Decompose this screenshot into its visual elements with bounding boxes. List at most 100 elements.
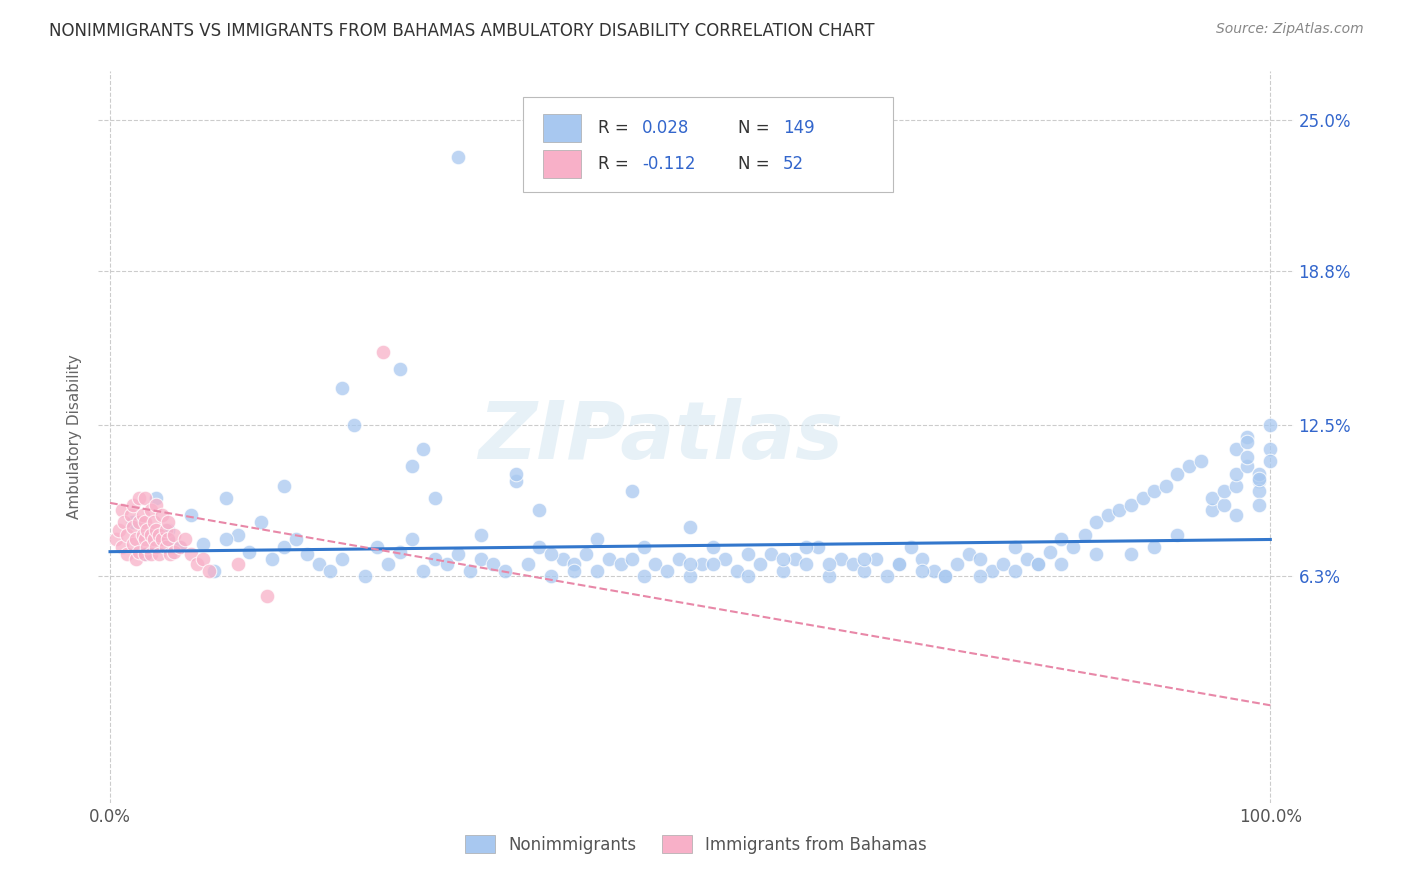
Text: N =: N =: [738, 155, 775, 173]
Point: [1119, 547, 1142, 561]
Point: [250, 516, 273, 530]
Point: [401, 459, 423, 474]
Bar: [543, 151, 581, 178]
Point: [690, 557, 713, 571]
Point: [470, 552, 492, 566]
Point: [783, 552, 806, 566]
Point: [1026, 557, 1049, 571]
Point: [529, 540, 551, 554]
Point: [644, 557, 666, 571]
Point: [1236, 430, 1258, 444]
Point: [447, 547, 470, 561]
Point: [145, 540, 167, 554]
Point: [134, 516, 156, 530]
Point: [401, 533, 423, 547]
Point: [371, 344, 394, 359]
Text: NONIMMIGRANTS VS IMMIGRANTS FROM BAHAMAS AMBULATORY DISABILITY CORRELATION CHART: NONIMMIGRANTS VS IMMIGRANTS FROM BAHAMAS…: [49, 22, 875, 40]
Point: [761, 547, 783, 561]
Point: [226, 557, 249, 571]
Point: [1178, 459, 1201, 474]
Point: [122, 516, 145, 530]
Point: [389, 361, 412, 376]
Point: [702, 540, 724, 554]
Point: [108, 523, 131, 537]
Point: [876, 569, 898, 583]
Point: [946, 557, 969, 571]
Text: R =: R =: [598, 155, 634, 173]
Point: [273, 479, 295, 493]
Point: [1085, 547, 1108, 561]
Point: [308, 557, 330, 571]
Point: [159, 547, 181, 561]
Point: [122, 520, 145, 534]
Point: [609, 557, 631, 571]
Point: [423, 552, 446, 566]
Point: [122, 499, 145, 513]
Point: [714, 552, 737, 566]
Point: [562, 564, 585, 578]
Point: [1039, 544, 1062, 558]
Point: [1247, 499, 1270, 513]
Point: [134, 533, 156, 547]
Point: [1247, 474, 1270, 488]
Point: [679, 557, 702, 571]
Point: [297, 547, 319, 561]
Text: -0.112: -0.112: [643, 155, 696, 173]
Point: [215, 533, 238, 547]
Point: [1108, 503, 1130, 517]
Point: [1015, 552, 1038, 566]
Point: [830, 552, 852, 566]
Point: [389, 544, 412, 558]
Point: [143, 533, 166, 547]
Point: [598, 552, 620, 566]
Point: [1026, 557, 1049, 571]
Point: [1225, 508, 1247, 522]
Point: [1258, 417, 1281, 432]
Point: [191, 537, 214, 551]
Point: [993, 557, 1015, 571]
Point: [155, 523, 177, 537]
Point: [540, 569, 562, 583]
Point: [136, 540, 159, 554]
Point: [633, 569, 655, 583]
Point: [122, 537, 145, 551]
Point: [155, 540, 177, 554]
Point: [139, 527, 162, 541]
Point: [633, 540, 655, 554]
Point: [1004, 540, 1026, 554]
Point: [1073, 527, 1095, 541]
Point: [586, 564, 609, 578]
Point: [1050, 557, 1073, 571]
Point: [516, 557, 538, 571]
Point: [117, 547, 139, 561]
Point: [725, 564, 748, 578]
Point: [1154, 479, 1177, 493]
Point: [621, 552, 644, 566]
Text: 52: 52: [783, 155, 804, 173]
Legend: Nonimmigrants, Immigrants from Bahamas: Nonimmigrants, Immigrants from Bahamas: [458, 829, 934, 860]
Point: [1050, 533, 1073, 547]
Point: [818, 557, 841, 571]
Point: [1143, 540, 1166, 554]
Point: [124, 552, 146, 566]
Text: Source: ZipAtlas.com: Source: ZipAtlas.com: [1216, 22, 1364, 37]
Point: [191, 552, 214, 566]
Point: [157, 533, 180, 547]
Point: [887, 557, 910, 571]
Point: [1085, 516, 1108, 530]
Point: [853, 552, 876, 566]
Point: [1225, 442, 1247, 457]
Point: [794, 540, 817, 554]
Point: [145, 523, 167, 537]
Point: [1132, 491, 1154, 505]
Point: [1097, 508, 1119, 522]
Point: [853, 564, 876, 578]
Point: [197, 564, 219, 578]
Point: [575, 547, 598, 561]
Point: [794, 557, 817, 571]
Point: [330, 552, 353, 566]
Text: R =: R =: [598, 119, 634, 136]
Point: [1236, 434, 1258, 449]
Point: [134, 547, 156, 561]
Point: [354, 569, 377, 583]
